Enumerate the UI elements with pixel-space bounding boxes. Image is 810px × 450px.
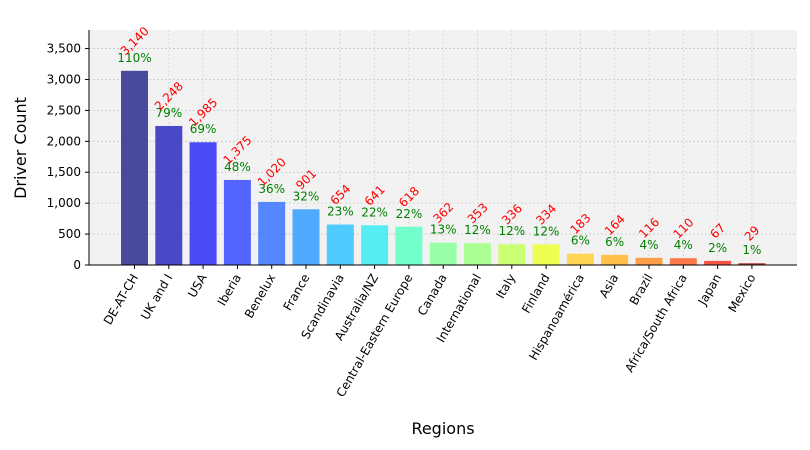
x-tick-label: France <box>281 272 313 314</box>
percent-label: 6% <box>605 235 624 249</box>
y-tick-label: 500 <box>58 227 81 241</box>
x-tick-label: Iberia <box>215 272 244 309</box>
percent-label: 69% <box>190 122 217 136</box>
percent-label: 6% <box>571 234 590 248</box>
bar-international <box>464 243 491 265</box>
percent-label: 23% <box>327 205 354 219</box>
x-tick-label: Italy <box>493 272 518 302</box>
x-tick-label: Africa/South Africa <box>622 272 690 375</box>
bar-mexico <box>738 263 766 265</box>
bar-uk-and-i <box>155 125 183 266</box>
percent-label: 36% <box>258 182 285 196</box>
percent-label: 110% <box>117 51 151 65</box>
y-axis-title: Driver Count <box>11 97 30 199</box>
y-tick-label: 1,000 <box>47 196 81 210</box>
x-tick-label: Canada <box>415 272 450 319</box>
percent-label: 12% <box>498 224 525 238</box>
percent-label: 79% <box>155 106 182 120</box>
percent-label: 2% <box>708 241 727 255</box>
bar-australia-nz <box>361 225 389 265</box>
bar-hispanoam-rica <box>566 253 594 265</box>
y-axis-ticks: 0 500 1,000 1,500 2,000 2,500 3,000 3,500 <box>47 42 89 272</box>
x-tick-label: Asia <box>597 272 622 301</box>
bar-france <box>292 209 320 265</box>
percent-label: 4% <box>639 238 658 252</box>
y-tick-label: 0 <box>73 258 81 272</box>
y-tick-label: 2,500 <box>47 103 81 117</box>
percent-label: 22% <box>361 205 388 219</box>
percent-label: 13% <box>430 223 457 237</box>
y-tick-label: 1,500 <box>47 165 81 179</box>
bars <box>121 70 766 266</box>
x-tick-label: USA <box>185 271 210 300</box>
percent-label: 1% <box>742 243 761 257</box>
bar-africa-south-africa <box>669 258 697 265</box>
x-axis-title: Regions <box>411 419 474 438</box>
bar-iberia <box>223 179 251 265</box>
y-tick-label: 3,000 <box>47 72 81 86</box>
x-tick-label: Mexico <box>725 272 758 315</box>
x-tick-label: Japan <box>695 272 724 309</box>
bar-italy <box>498 244 526 265</box>
x-tick-label: Finland <box>519 272 553 316</box>
bar-asia <box>601 254 629 265</box>
percent-label: 12% <box>464 223 491 237</box>
percent-label: 4% <box>674 238 693 252</box>
percent-label: 48% <box>224 160 251 174</box>
percent-label: 32% <box>293 189 320 203</box>
y-tick-label: 2,000 <box>47 134 81 148</box>
bar-central-eastern-europe <box>395 226 423 265</box>
bar-scandinavia <box>326 224 354 265</box>
bar-de-at-ch <box>121 70 148 265</box>
bar-usa <box>189 142 217 265</box>
x-tick-label: Benelux <box>242 272 278 321</box>
x-tick-label: UK and I <box>138 272 175 323</box>
y-tick-label: 3,500 <box>47 42 81 56</box>
bar-canada <box>429 242 457 265</box>
bar-brazil <box>635 257 663 265</box>
x-tick-label: DE-AT-CH <box>101 272 141 328</box>
bar-finland <box>532 244 560 265</box>
bar-benelux <box>258 201 286 265</box>
x-tick-label: Brazil <box>627 272 656 308</box>
bar-japan <box>704 260 732 265</box>
percent-label: 12% <box>533 224 560 238</box>
percent-label: 22% <box>396 207 423 221</box>
